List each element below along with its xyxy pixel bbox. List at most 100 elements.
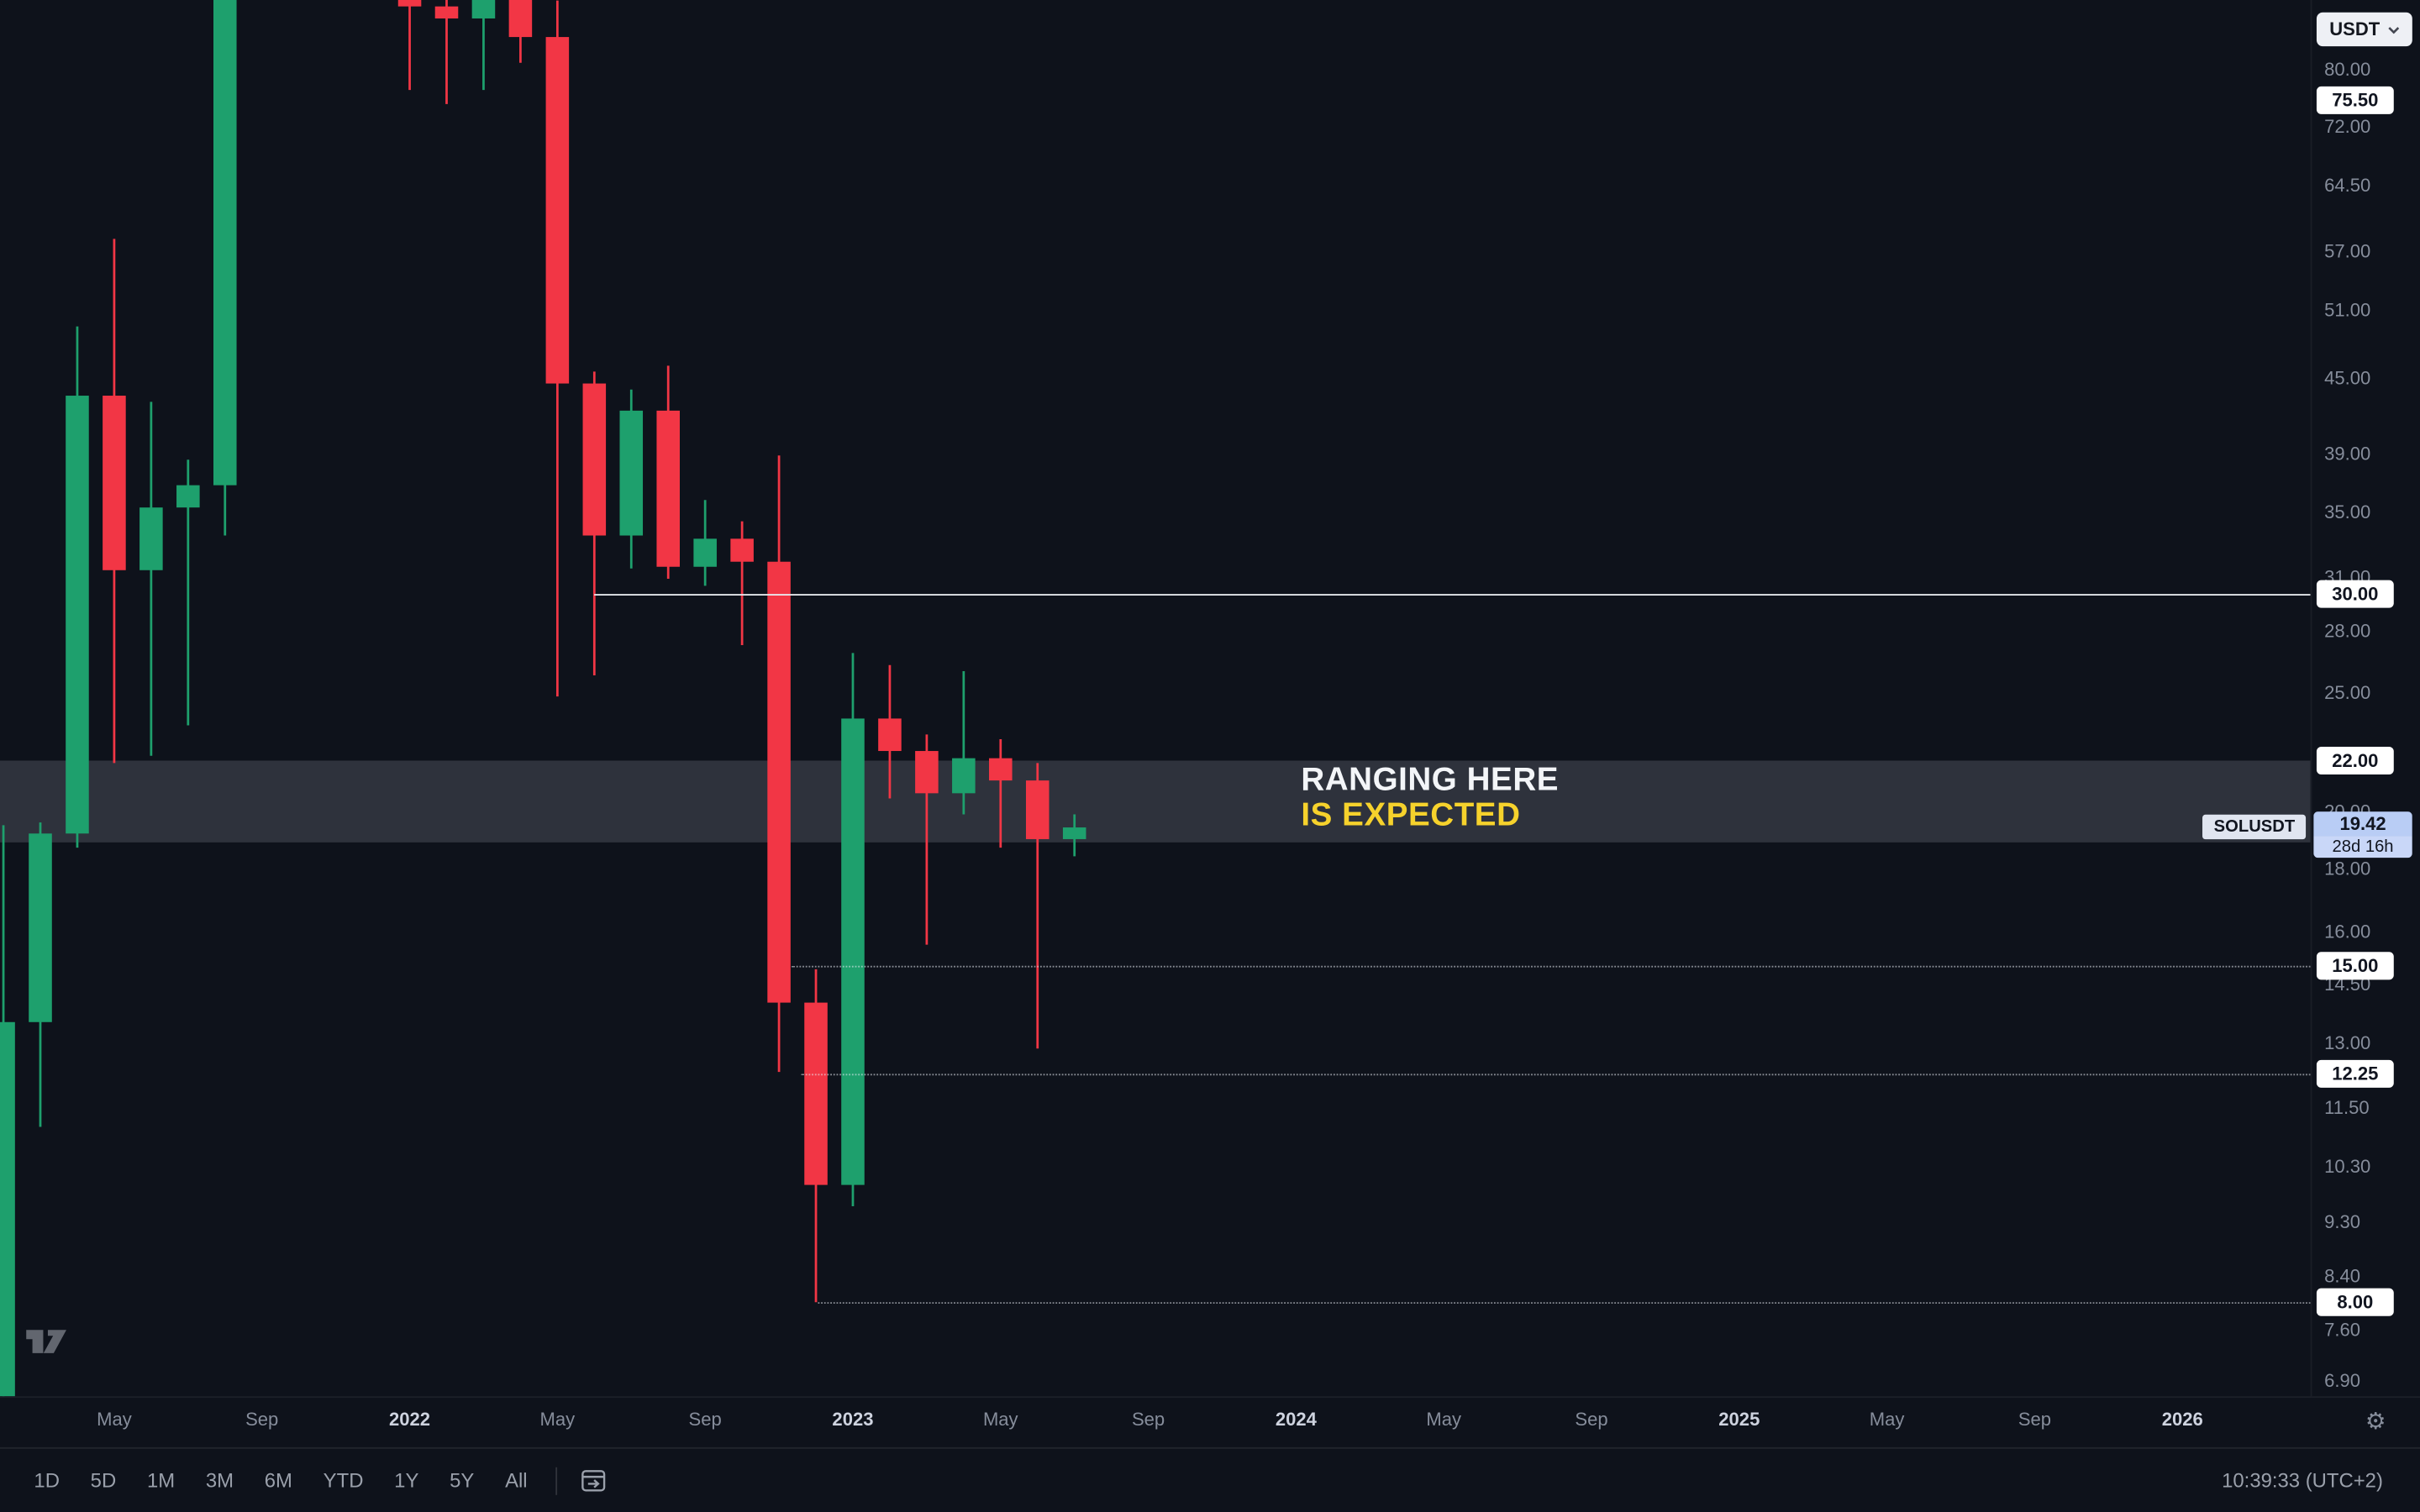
candle [508, 0, 533, 63]
symbol-price-tag: SOLUSDT [2202, 815, 2307, 840]
time-axis-year-label: 2022 [389, 1408, 431, 1431]
candle [804, 969, 828, 1303]
time-axis-month-label: May [1869, 1408, 1905, 1431]
price-tick-label: 80.00 [2324, 58, 2371, 81]
price-label-badge: 8.00 [2316, 1288, 2394, 1316]
price-tick-label: 25.00 [2324, 681, 2371, 703]
range-button-5d[interactable]: 5D [90, 1468, 117, 1493]
tradingview-logo-icon [26, 1330, 66, 1353]
gear-icon[interactable]: ⚙ [2365, 1408, 2386, 1436]
time-axis[interactable]: ⚙ May Sep 2022 May Sep 2023 May Sep 2024 May Sep 20… [0, 1396, 2420, 1448]
currency-toggle-button[interactable]: USDT [2317, 12, 2412, 47]
candle [767, 455, 791, 1073]
price-tick-label: 16.00 [2324, 920, 2371, 942]
candle [841, 653, 865, 1207]
range-button-all[interactable]: All [505, 1468, 528, 1493]
range-button-1d[interactable]: 1D [34, 1468, 60, 1493]
range-button-5y[interactable]: 5Y [450, 1468, 475, 1493]
price-tick-label: 64.50 [2324, 174, 2371, 196]
time-axis-month-label: Sep [2018, 1408, 2052, 1431]
time-axis-month-label: Sep [1575, 1408, 1608, 1431]
price-label-badge: 12.25 [2316, 1060, 2394, 1089]
price-level-line[interactable] [792, 965, 2311, 968]
current-price: 19.42 [2313, 811, 2412, 837]
price-axis[interactable]: 80.00 72.00 64.50 57.00 51.00 45.00 39.00 35.00… [2310, 0, 2420, 1397]
price-tick-label: 11.50 [2324, 1097, 2370, 1119]
candle [0, 825, 15, 1397]
price-label-badge: 15.00 [2316, 952, 2394, 980]
price-tick-label: 72.00 [2324, 115, 2371, 137]
candle [693, 500, 717, 586]
price-tick-label: 28.00 [2324, 620, 2371, 643]
date-range-group: 1D 5D 1M 3M 6M YTD 1Y 5Y All [22, 1464, 540, 1497]
time-axis-month-label: Sep [245, 1408, 279, 1431]
time-axis-month-label: Sep [1131, 1408, 1165, 1431]
time-axis-year-label: 2024 [1275, 1408, 1317, 1431]
candle [582, 371, 607, 675]
candle [29, 822, 52, 1127]
price-tick-label: 9.30 [2324, 1210, 2361, 1233]
price-label-badge: 22.00 [2316, 746, 2394, 775]
ranging-zone-highlight[interactable] [0, 760, 2311, 843]
candle [397, 0, 422, 91]
price-tick-label: 35.00 [2324, 501, 2371, 523]
calendar-icon [581, 1470, 605, 1492]
time-axis-month-label: May [539, 1408, 576, 1431]
time-axis-year-label: 2025 [1718, 1408, 1760, 1431]
clock[interactable]: 10:39:33 (UTC+2) [2222, 1468, 2383, 1493]
price-level-line[interactable] [594, 594, 2311, 596]
candle [1025, 763, 1050, 1049]
price-tick-label: 57.00 [2324, 239, 2371, 262]
candle [656, 365, 680, 580]
price-level-line[interactable] [801, 1074, 2311, 1076]
price-tick-label: 51.00 [2324, 299, 2371, 322]
price-label-badge: 30.00 [2316, 580, 2394, 609]
annotation-line-1: RANGING HERE [1301, 762, 1560, 798]
price-tick-label: 18.00 [2324, 857, 2371, 879]
candle [545, 0, 570, 697]
range-button-3m[interactable]: 3M [205, 1468, 234, 1493]
price-tick-label: 45.00 [2324, 366, 2371, 389]
time-axis-month-label: May [1426, 1408, 1462, 1431]
candle [878, 664, 902, 799]
candle [1062, 814, 1086, 857]
range-button-ytd[interactable]: YTD [323, 1468, 364, 1493]
bottom-toolbar: 1D 5D 1M 3M 6M YTD 1Y 5Y All 10:39:33 (UTC+2) [0, 1446, 2420, 1512]
toolbar-divider [555, 1466, 557, 1494]
candle [730, 521, 754, 645]
time-axis-year-label: 2026 [2161, 1408, 2203, 1431]
chart-annotation[interactable]: RANGING HERE IS EXPECTED [1301, 762, 1559, 832]
candle [471, 0, 496, 91]
candle [989, 738, 1013, 848]
candle [915, 734, 939, 945]
candle [103, 239, 126, 764]
time-axis-month-label: Sep [688, 1408, 722, 1431]
time-axis-year-label: 2023 [832, 1408, 874, 1431]
time-axis-month-label: May [982, 1408, 1018, 1431]
go-to-date-button[interactable] [572, 1462, 614, 1498]
price-tick-label: 10.30 [2324, 1156, 2371, 1179]
price-tick-label: 39.00 [2324, 443, 2371, 465]
price-tick-label: 6.90 [2324, 1370, 2361, 1393]
chevron-down-icon [2388, 26, 2400, 34]
annotation-line-2: IS EXPECTED [1301, 797, 1521, 833]
price-tick-label: 13.00 [2324, 1031, 2371, 1053]
candlestick-series [0, 0, 1086, 1397]
current-price-badge: 19.42 28d 16h [2313, 811, 2412, 858]
candle [139, 402, 163, 756]
chart-plot-area[interactable]: RANGING HERE IS EXPECTED SOLUSDT [0, 0, 2311, 1397]
candle-countdown: 28d 16h [2313, 837, 2412, 858]
price-tick-label: 8.40 [2324, 1265, 2361, 1288]
range-button-1y[interactable]: 1Y [394, 1468, 419, 1493]
price-tick-label: 7.60 [2324, 1319, 2361, 1341]
candle [952, 671, 976, 815]
candle [619, 389, 644, 569]
time-axis-month-label: May [97, 1408, 132, 1431]
price-label-badge: 75.50 [2316, 87, 2394, 115]
price-level-line[interactable] [818, 1302, 2311, 1305]
tradingview-logo[interactable] [24, 1324, 76, 1368]
range-button-6m[interactable]: 6M [264, 1468, 292, 1493]
candle [66, 326, 89, 848]
range-button-1m[interactable]: 1M [146, 1468, 176, 1493]
